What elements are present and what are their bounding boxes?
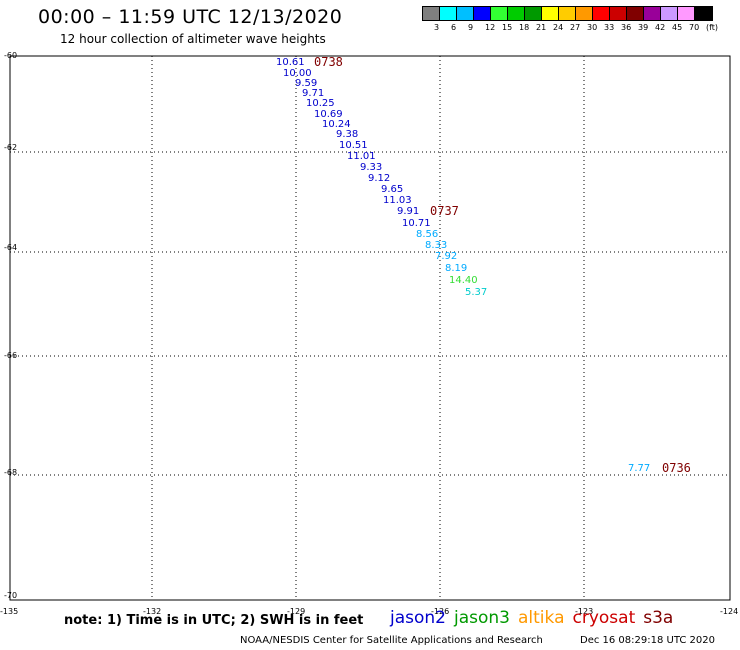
map-subtitle: 12 hour collection of altimeter wave hei…: [60, 32, 326, 46]
wave-height-value: 9.12: [368, 173, 390, 184]
longitude-label: -126: [431, 607, 449, 616]
legend-swatch: [610, 7, 627, 20]
latitude-label: -68: [4, 468, 17, 477]
legend-swatch: [695, 7, 712, 20]
pass-time-label: 0738: [314, 55, 343, 69]
satellite-label: jason2: [390, 608, 446, 628]
legend-label: 12: [485, 23, 496, 32]
map-frame: [9, 55, 731, 601]
legend-label: (ft): [706, 23, 719, 32]
legend-label: 30: [587, 23, 598, 32]
latitude-label: -62: [4, 143, 17, 152]
legend-label: 9: [468, 23, 474, 32]
legend-swatch: [627, 7, 644, 20]
wave-height-value: 5.37: [465, 287, 487, 298]
legend-label: 36: [621, 23, 632, 32]
wave-height-value: 14.40: [449, 275, 478, 286]
wave-height-value: 10.00: [283, 68, 312, 79]
longitude-label: -124: [720, 607, 738, 616]
legend-swatch: [474, 7, 491, 20]
satellite-label: s3a: [643, 608, 674, 628]
legend-swatch: [576, 7, 593, 20]
legend-swatch: [423, 7, 440, 20]
legend-swatch: [661, 7, 678, 20]
legend-label: 18: [519, 23, 530, 32]
wave-height-value: 8.19: [445, 263, 467, 274]
legend-swatch: [525, 7, 542, 20]
wave-height-value: 10.69: [314, 109, 343, 120]
legend-label: 21: [536, 23, 547, 32]
legend-label: 24: [553, 23, 564, 32]
wave-height-value: 10.25: [306, 98, 335, 109]
legend-swatch: [593, 7, 610, 20]
wave-height-value: 8.33: [425, 240, 447, 251]
wave-height-value: 7.77: [628, 463, 650, 474]
wave-height-value: 9.33: [360, 162, 382, 173]
legend-label: 70: [689, 23, 700, 32]
wave-height-value: 8.56: [416, 229, 438, 240]
latitude-label: -64: [4, 243, 17, 252]
wave-height-value: 11.01: [347, 151, 376, 162]
pass-time-label: 0736: [662, 461, 691, 475]
legend-swatch: [491, 7, 508, 20]
satellite-label: cryosat: [572, 608, 636, 628]
legend-label: 6: [451, 23, 457, 32]
longitude-label: -129: [287, 607, 305, 616]
legend-label: 42: [655, 23, 666, 32]
longitude-label: -123: [575, 607, 593, 616]
legend-swatch: [457, 7, 474, 20]
latitude-label: -60: [4, 51, 17, 60]
wave-height-value: 9.59: [295, 78, 317, 89]
legend-label: 27: [570, 23, 581, 32]
legend-swatch: [508, 7, 525, 20]
legend-swatch: [440, 7, 457, 20]
longitude-label: -132: [143, 607, 161, 616]
map-title: 00:00 – 11:59 UTC 12/13/2020: [38, 6, 343, 28]
wave-height-value: 10.61: [276, 57, 305, 68]
satellite-label: altika: [518, 608, 565, 628]
wave-height-value: 9.71: [302, 88, 324, 99]
legend-swatch: [644, 7, 661, 20]
satellite-legend: jason2 jason3 altika cryosat s3a: [390, 608, 681, 628]
wave-height-value: 11.03: [383, 195, 412, 206]
generation-timestamp: Dec 16 08:29:18 UTC 2020: [580, 635, 715, 646]
legend-label: 3: [434, 23, 440, 32]
longitude-label: -135: [0, 607, 18, 616]
latitude-label: -66: [4, 351, 17, 360]
wave-height-value: 7.92: [435, 251, 457, 262]
color-legend: [422, 6, 713, 21]
pass-time-label: 0737: [430, 204, 459, 218]
wave-height-value: 9.91: [397, 206, 419, 217]
credit-line: NOAA/NESDIS Center for Satellite Applica…: [240, 635, 543, 646]
latitude-label: -70: [4, 591, 17, 600]
wave-height-value: 10.71: [402, 218, 431, 229]
wave-height-value: 10.24: [322, 119, 351, 130]
legend-swatch: [542, 7, 559, 20]
wave-height-value: 9.38: [336, 129, 358, 140]
legend-swatch: [559, 7, 576, 20]
legend-label: 39: [638, 23, 649, 32]
wave-height-value: 9.65: [381, 184, 403, 195]
legend-swatch: [678, 7, 695, 20]
legend-label: 45: [672, 23, 683, 32]
wave-height-value: 10.51: [339, 140, 368, 151]
legend-label: 15: [502, 23, 513, 32]
footer-note: note: 1) Time is in UTC; 2) SWH is in fe…: [64, 613, 364, 628]
satellite-label: jason3: [454, 608, 510, 628]
legend-label: 33: [604, 23, 615, 32]
